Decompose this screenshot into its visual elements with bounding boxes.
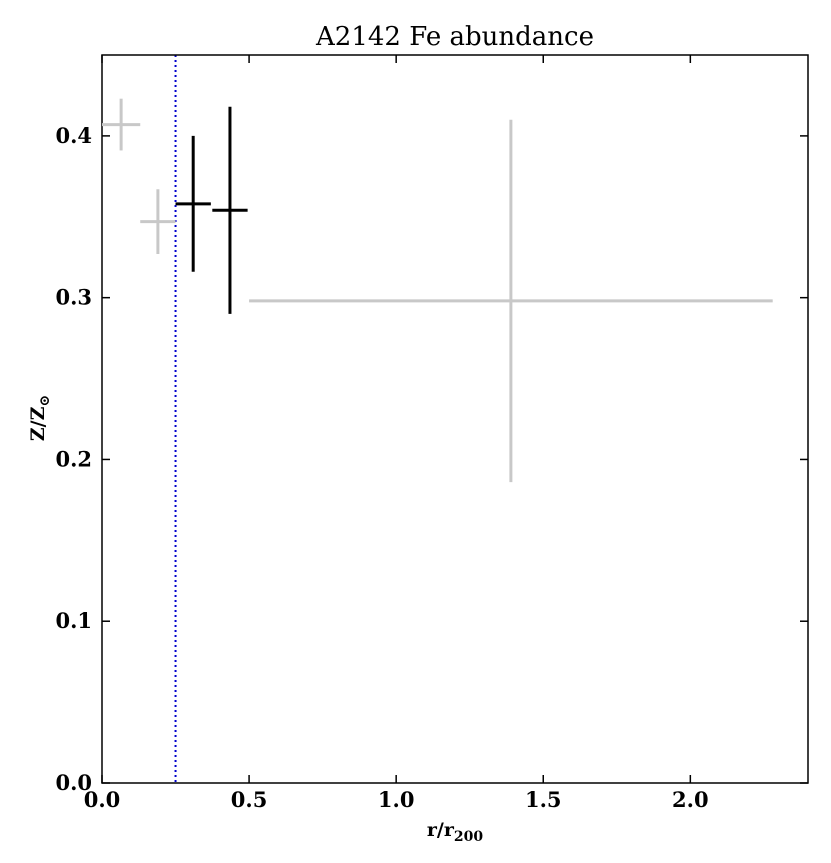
axis-ticks: 0.0 0.5 1.0 1.5 2.0 0.0 0.1 0.2 0.3 0.4 (55, 55, 808, 812)
x-tick-label: 2.0 (672, 787, 709, 812)
y-axis-label-main: Z/Z (27, 406, 49, 441)
x-tick-label: 0.5 (231, 787, 268, 812)
plot-frame (101, 54, 809, 784)
chart-title: A2142 Fe abundance (315, 22, 594, 52)
x-tick-label: 0.0 (84, 787, 121, 812)
data-point (102, 98, 141, 151)
x-tick-label: 1.5 (525, 787, 562, 812)
y-tick-label: 0.4 (55, 123, 92, 148)
plot-area (101, 54, 809, 784)
data-marks (102, 98, 773, 483)
y-tick-label: 0.2 (55, 446, 92, 471)
x-tick-label: 1.0 (378, 787, 415, 812)
y-tick-label: 0.1 (55, 608, 92, 633)
y-axis-label: Z/Z⊙ (27, 395, 53, 441)
x-axis-label-main: r/r (427, 819, 455, 841)
data-point (212, 106, 248, 314)
y-tick-label: 0.3 (55, 285, 92, 310)
data-point (249, 119, 773, 483)
y-axis-label-subscript: ⊙ (37, 395, 53, 407)
data-point (175, 135, 211, 272)
x-axis-label: r/r200 (427, 819, 483, 845)
x-axis-label-subscript: 200 (454, 829, 483, 845)
y-tick-label: 0.0 (55, 770, 92, 795)
data-point (140, 189, 176, 254)
